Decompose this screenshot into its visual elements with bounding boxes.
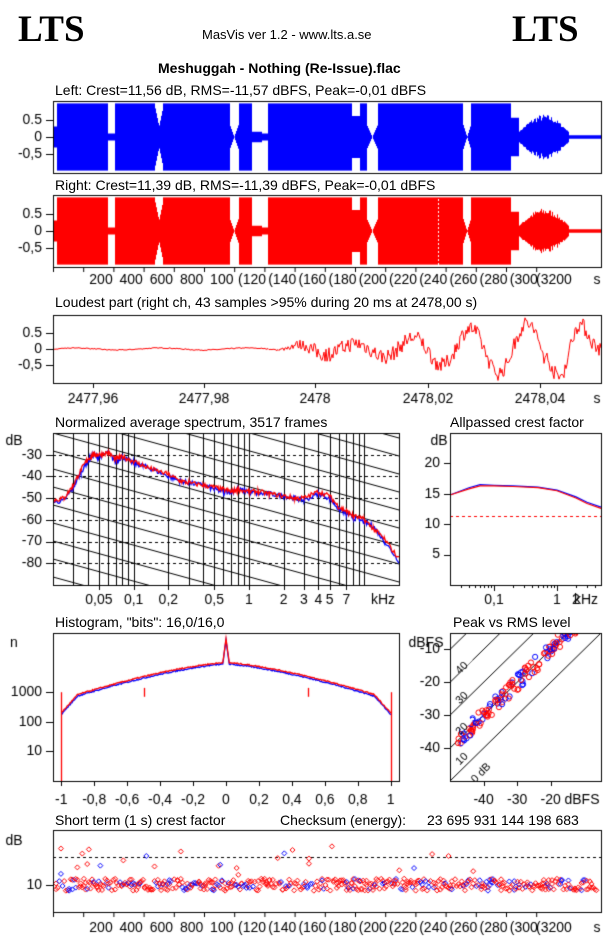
app-version: MasVis ver 1.2 - www.lts.a.se (202, 27, 372, 42)
checksum-label: Checksum (energy): (280, 812, 407, 828)
file-title: Meshuggah - Nothing (Re-Issue).flac (158, 60, 401, 76)
checksum-value: 23 695 931 144 198 683 (427, 812, 579, 828)
loudest-part-title: Loudest part (right ch, 43 samples >95% … (55, 294, 478, 310)
histogram-title: Histogram, "bits": 16,0/16,0 (55, 614, 225, 630)
left-waveform-title: Left: Crest=11,56 dB, RMS=-11,57 dBFS, P… (55, 82, 427, 98)
lts-logo-right: LTS (512, 9, 579, 50)
short-term-crest-title: Short term (1 s) crest factor (55, 812, 226, 828)
lts-logo-left: LTS (18, 9, 85, 50)
crest-factor-title: Allpassed crest factor (450, 414, 584, 430)
right-waveform-title: Right: Crest=11,39 dB, RMS=-11,39 dBFS, … (55, 177, 436, 193)
peak-rms-title: Peak vs RMS level (453, 614, 571, 630)
spectrum-title: Normalized average spectrum, 3517 frames (55, 414, 328, 430)
